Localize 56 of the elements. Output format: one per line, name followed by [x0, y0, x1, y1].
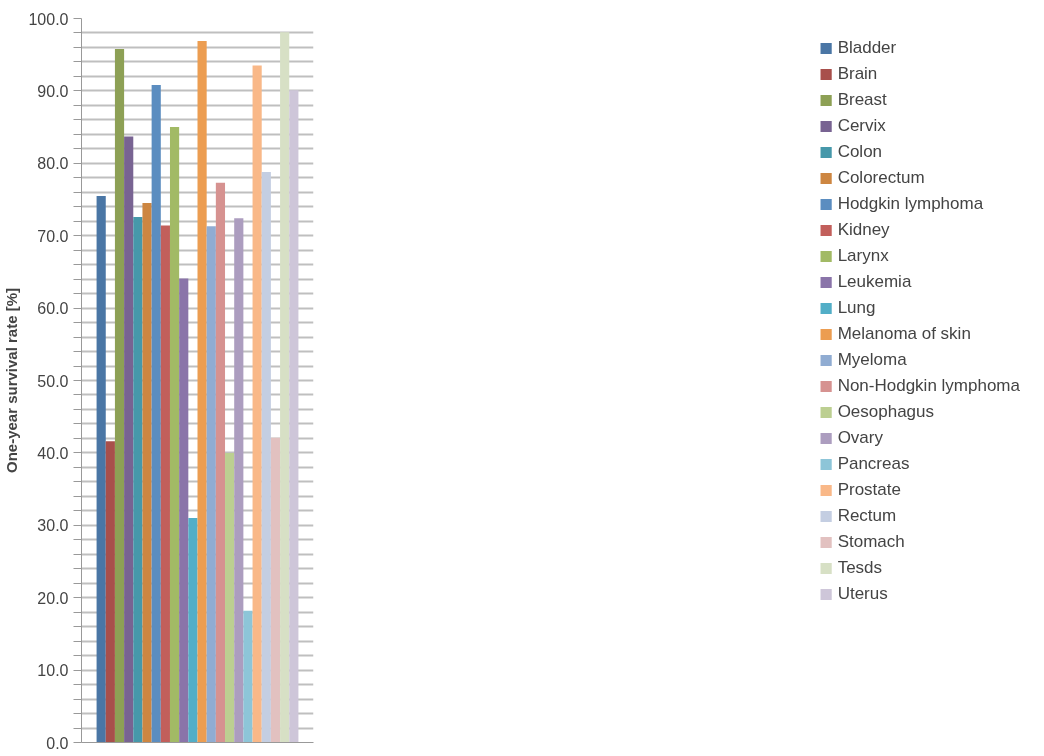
- bar: [179, 278, 189, 743]
- y-tick-label: 30.0: [37, 517, 69, 535]
- y-tick-label: 50.0: [37, 372, 69, 390]
- bar: [133, 216, 143, 743]
- bar: [280, 32, 290, 743]
- legend-label: Stomach: [837, 532, 905, 552]
- legend-label: Larynx: [837, 246, 889, 266]
- bar: [160, 225, 170, 743]
- bar: [188, 518, 198, 743]
- legend-label: Breast: [837, 90, 887, 110]
- bar: [270, 437, 281, 743]
- bar: [96, 195, 106, 743]
- legend-label: Tesds: [837, 558, 883, 578]
- bar: [261, 171, 271, 743]
- bar: [225, 452, 235, 743]
- bar: [151, 85, 161, 743]
- y-tick-label: 20.0: [37, 589, 69, 607]
- bar: [169, 127, 180, 743]
- legend-label: Oesophagus: [837, 402, 935, 422]
- legend-label: Leukemia: [837, 272, 912, 292]
- legend-label: Colon: [837, 142, 883, 162]
- legend-label: Brain: [837, 64, 878, 84]
- y-tick-label: 100.0: [28, 10, 69, 28]
- bar: [206, 226, 216, 743]
- legend-label: Cervix: [837, 116, 886, 136]
- legend-label: Rectum: [837, 506, 897, 526]
- legend-label: Ovary: [837, 428, 883, 448]
- bar: [142, 203, 152, 743]
- legend-label: Hodgkin lymphoma: [837, 194, 984, 214]
- bar: [197, 40, 207, 743]
- y-tick-label: 70.0: [37, 227, 69, 245]
- legend-label: Prostate: [837, 480, 901, 500]
- legend-label: Bladder: [837, 38, 897, 58]
- bar: [243, 610, 253, 743]
- y-tick-label: 90.0: [37, 82, 69, 100]
- bar: [124, 136, 134, 743]
- legend-label: Lung: [837, 298, 876, 318]
- bar: [215, 182, 226, 743]
- bar: [252, 65, 262, 743]
- bar: [289, 90, 299, 743]
- y-axis-title: One-year survival rate [%]: [3, 287, 21, 474]
- legend-label: Non-Hodgkin lymphoma: [837, 376, 1020, 396]
- text: 0.0: [46, 734, 69, 752]
- y-tick-label: 80.0: [37, 155, 69, 173]
- legend-label: Pancreas: [837, 454, 910, 474]
- bar: [114, 48, 125, 743]
- legend-label: Myeloma: [837, 350, 907, 370]
- legend-label: Kidney: [837, 220, 890, 240]
- bar: [105, 441, 115, 743]
- legend-label: Melanoma of skin: [837, 324, 971, 344]
- legend-label: Uterus: [837, 584, 888, 604]
- bar: [234, 218, 244, 743]
- y-tick-label: 40.0: [37, 444, 69, 462]
- y-tick-label: 60.0: [37, 300, 69, 318]
- legend-label: Colorectum: [837, 168, 925, 188]
- y-tick-label: 10.0: [37, 662, 69, 680]
